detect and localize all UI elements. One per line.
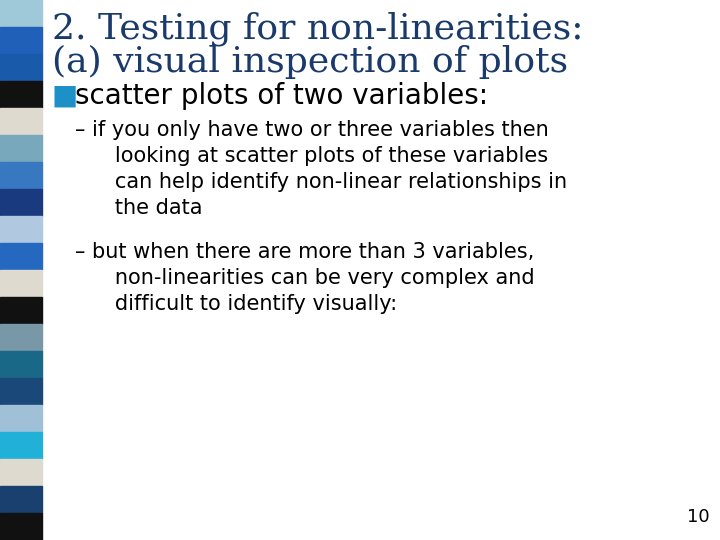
Bar [0, 432, 42, 459]
Text: ■: ■ [52, 82, 78, 110]
Bar [0, 405, 42, 432]
Bar [0, 243, 42, 270]
Bar [0, 378, 42, 405]
Text: 10: 10 [688, 508, 710, 526]
Text: scatter plots of two variables:: scatter plots of two variables: [75, 82, 488, 110]
Bar [0, 54, 42, 81]
Bar [0, 324, 42, 351]
Bar [0, 135, 42, 162]
Bar [0, 108, 42, 135]
Text: can help identify non-linear relationships in: can help identify non-linear relationshi… [95, 172, 567, 192]
Bar [0, 297, 42, 324]
Bar [0, 189, 42, 216]
Bar [0, 270, 42, 297]
Bar [0, 0, 42, 27]
Bar [0, 459, 42, 486]
Text: – but when there are more than 3 variables,: – but when there are more than 3 variabl… [75, 242, 534, 262]
Bar [0, 486, 42, 513]
Text: looking at scatter plots of these variables: looking at scatter plots of these variab… [95, 146, 548, 166]
Bar [0, 162, 42, 189]
Text: – if you only have two or three variables then: – if you only have two or three variable… [75, 120, 549, 140]
Bar [0, 513, 42, 540]
Bar [0, 81, 42, 108]
Text: non-linearities can be very complex and: non-linearities can be very complex and [95, 268, 535, 288]
Bar [0, 27, 42, 54]
Text: (a) visual inspection of plots: (a) visual inspection of plots [52, 45, 568, 79]
Text: the data: the data [95, 198, 202, 218]
Bar [0, 351, 42, 378]
Text: difficult to identify visually:: difficult to identify visually: [95, 294, 397, 314]
Text: 2. Testing for non-linearities:: 2. Testing for non-linearities: [52, 12, 583, 46]
Bar [0, 216, 42, 243]
